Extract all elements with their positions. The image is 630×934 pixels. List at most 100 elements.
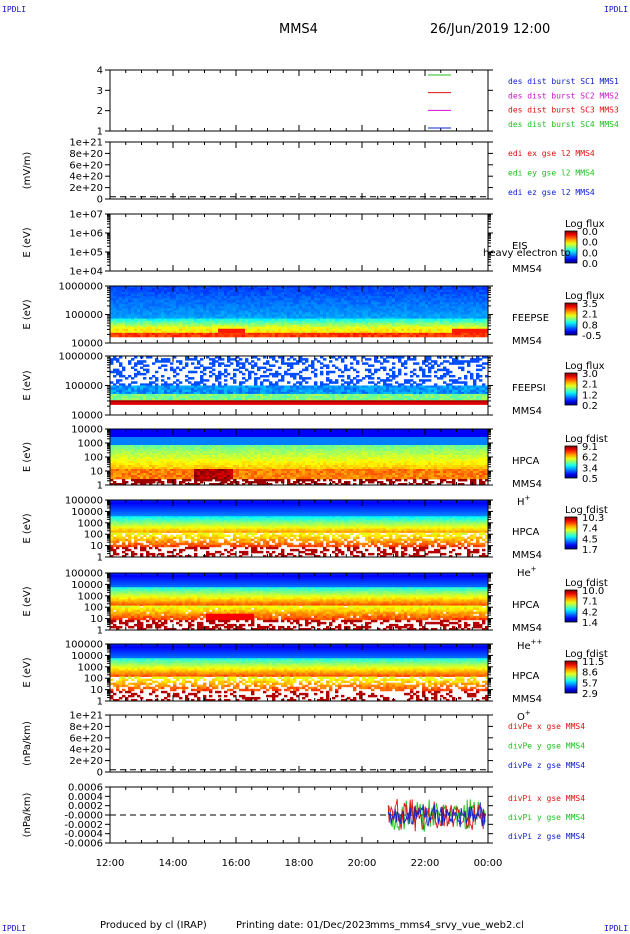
spectrogram-cell (182, 367, 185, 370)
spectrogram-cell (308, 335, 311, 337)
spectrogram-cell (266, 375, 269, 378)
spectrogram-cell (263, 335, 266, 337)
spectrogram-cell (206, 367, 209, 370)
spectrogram-cell (350, 335, 353, 337)
spectrogram-cell (395, 402, 398, 405)
spectrogram-cell (200, 358, 203, 361)
spectrogram-cell (158, 360, 161, 363)
spectrogram-cell (140, 402, 143, 405)
spectrogram-cell (113, 371, 116, 374)
spectrogram-cell (221, 373, 224, 376)
spectrogram-cell (131, 335, 134, 337)
colorbar-tick-label: 0.8 (582, 320, 598, 331)
spectrogram-cell (329, 335, 332, 337)
spectrogram-cell (431, 335, 434, 337)
spectrogram-cell (155, 379, 158, 382)
spectrogram-cell (302, 402, 305, 405)
spectrogram-cell (122, 402, 125, 405)
spectrogram-cell (197, 367, 200, 370)
spectrogram-cell (245, 402, 248, 405)
spectrogram-cell (368, 364, 371, 367)
y-tick-label: 4e+20 (69, 172, 103, 183)
spectrogram-cell (116, 373, 119, 376)
spectrogram-cell (296, 335, 299, 337)
spectrogram-cell (449, 335, 452, 337)
spectrogram-cell (377, 335, 380, 337)
spectrogram-cell (197, 335, 200, 337)
spectrogram-cell (119, 379, 122, 382)
spectrogram-cell (320, 367, 323, 370)
spectrogram-cell (314, 369, 317, 372)
spectrogram-cell (302, 379, 305, 382)
spectrogram-cell (164, 335, 167, 337)
spectrogram-cell (188, 371, 191, 374)
spectrogram-cell (368, 381, 371, 384)
spectrogram-cell (392, 362, 395, 365)
spectrogram-cell (362, 402, 365, 405)
spectrogram-cell (134, 369, 137, 372)
spectrogram-cell (398, 373, 401, 376)
spectrogram-cell (152, 381, 155, 384)
spectrogram-cell (398, 402, 401, 405)
spectrogram-cell (356, 362, 359, 365)
spectrogram-cell (305, 377, 308, 380)
spectrogram-cell (419, 369, 422, 372)
spectrogram-cell (257, 377, 260, 380)
spectrogram-cell (251, 371, 254, 374)
legend-series-name: des dist burst SC3 MMS3 (508, 106, 619, 115)
spectrogram-cell (362, 362, 365, 365)
spectrogram-cell (311, 371, 314, 374)
spectrogram-cell (269, 335, 272, 337)
spectrogram-cell (311, 402, 314, 405)
spectrogram-cell (308, 402, 311, 405)
spectrogram-cell (311, 335, 314, 337)
spectrogram-cell (329, 360, 332, 363)
spectrogram-cell (143, 373, 146, 376)
spectrogram-cell (212, 335, 215, 337)
spectrogram-cell (377, 381, 380, 384)
spectrogram-cell (317, 402, 320, 405)
spectrogram-cell (395, 335, 398, 337)
spectrogram-cell (155, 335, 158, 337)
spectrogram-cell (134, 364, 137, 367)
spectrogram-cell (161, 375, 164, 378)
legend-series-name: edi ey gse l2 MMS4 (508, 169, 595, 178)
colorbar-tick-label: 0.0 (582, 227, 598, 238)
spectrogram-cell (332, 371, 335, 374)
spectrogram-cell (365, 402, 368, 405)
spectrogram-cell (218, 335, 221, 337)
spectrogram-cell (404, 367, 407, 370)
spectrogram-cell (287, 358, 290, 361)
y-tick-label: 1e+05 (69, 248, 103, 259)
spectrogram-cell (332, 381, 335, 384)
spectrogram-cell (179, 369, 182, 372)
spectrogram-cell (146, 371, 149, 374)
spectrogram-cell (293, 402, 296, 405)
spectrogram-cell (437, 335, 440, 337)
spectrogram-cell (176, 402, 179, 405)
spectrogram-cell (404, 362, 407, 365)
spectrogram-cell (209, 358, 212, 361)
spectrogram-cell (197, 402, 200, 405)
spectrogram-cell (422, 381, 425, 384)
spectrogram-cell (248, 402, 251, 405)
spectrogram-cell (140, 335, 143, 337)
spectrogram-cell (416, 362, 419, 365)
spectrogram-cell (419, 402, 422, 405)
spectrogram-cell (395, 381, 398, 384)
spectrogram-cell (350, 402, 353, 405)
spectrogram-cell (341, 375, 344, 378)
spectrogram-cell (275, 402, 278, 405)
spectrogram-cell (341, 379, 344, 382)
spectrogram-cell (368, 377, 371, 380)
spectrogram-cell (125, 335, 128, 337)
spectrogram-cell (131, 367, 134, 370)
spectrogram-cell (164, 360, 167, 363)
y-tick-label: 2 (97, 106, 103, 117)
spectrogram-cell (341, 335, 344, 337)
spectrogram-cell (287, 373, 290, 376)
spectrogram-cell (173, 335, 176, 337)
spectrogram-cell (128, 335, 131, 337)
spectrogram-cell (176, 367, 179, 370)
spectrogram-cell (356, 375, 359, 378)
